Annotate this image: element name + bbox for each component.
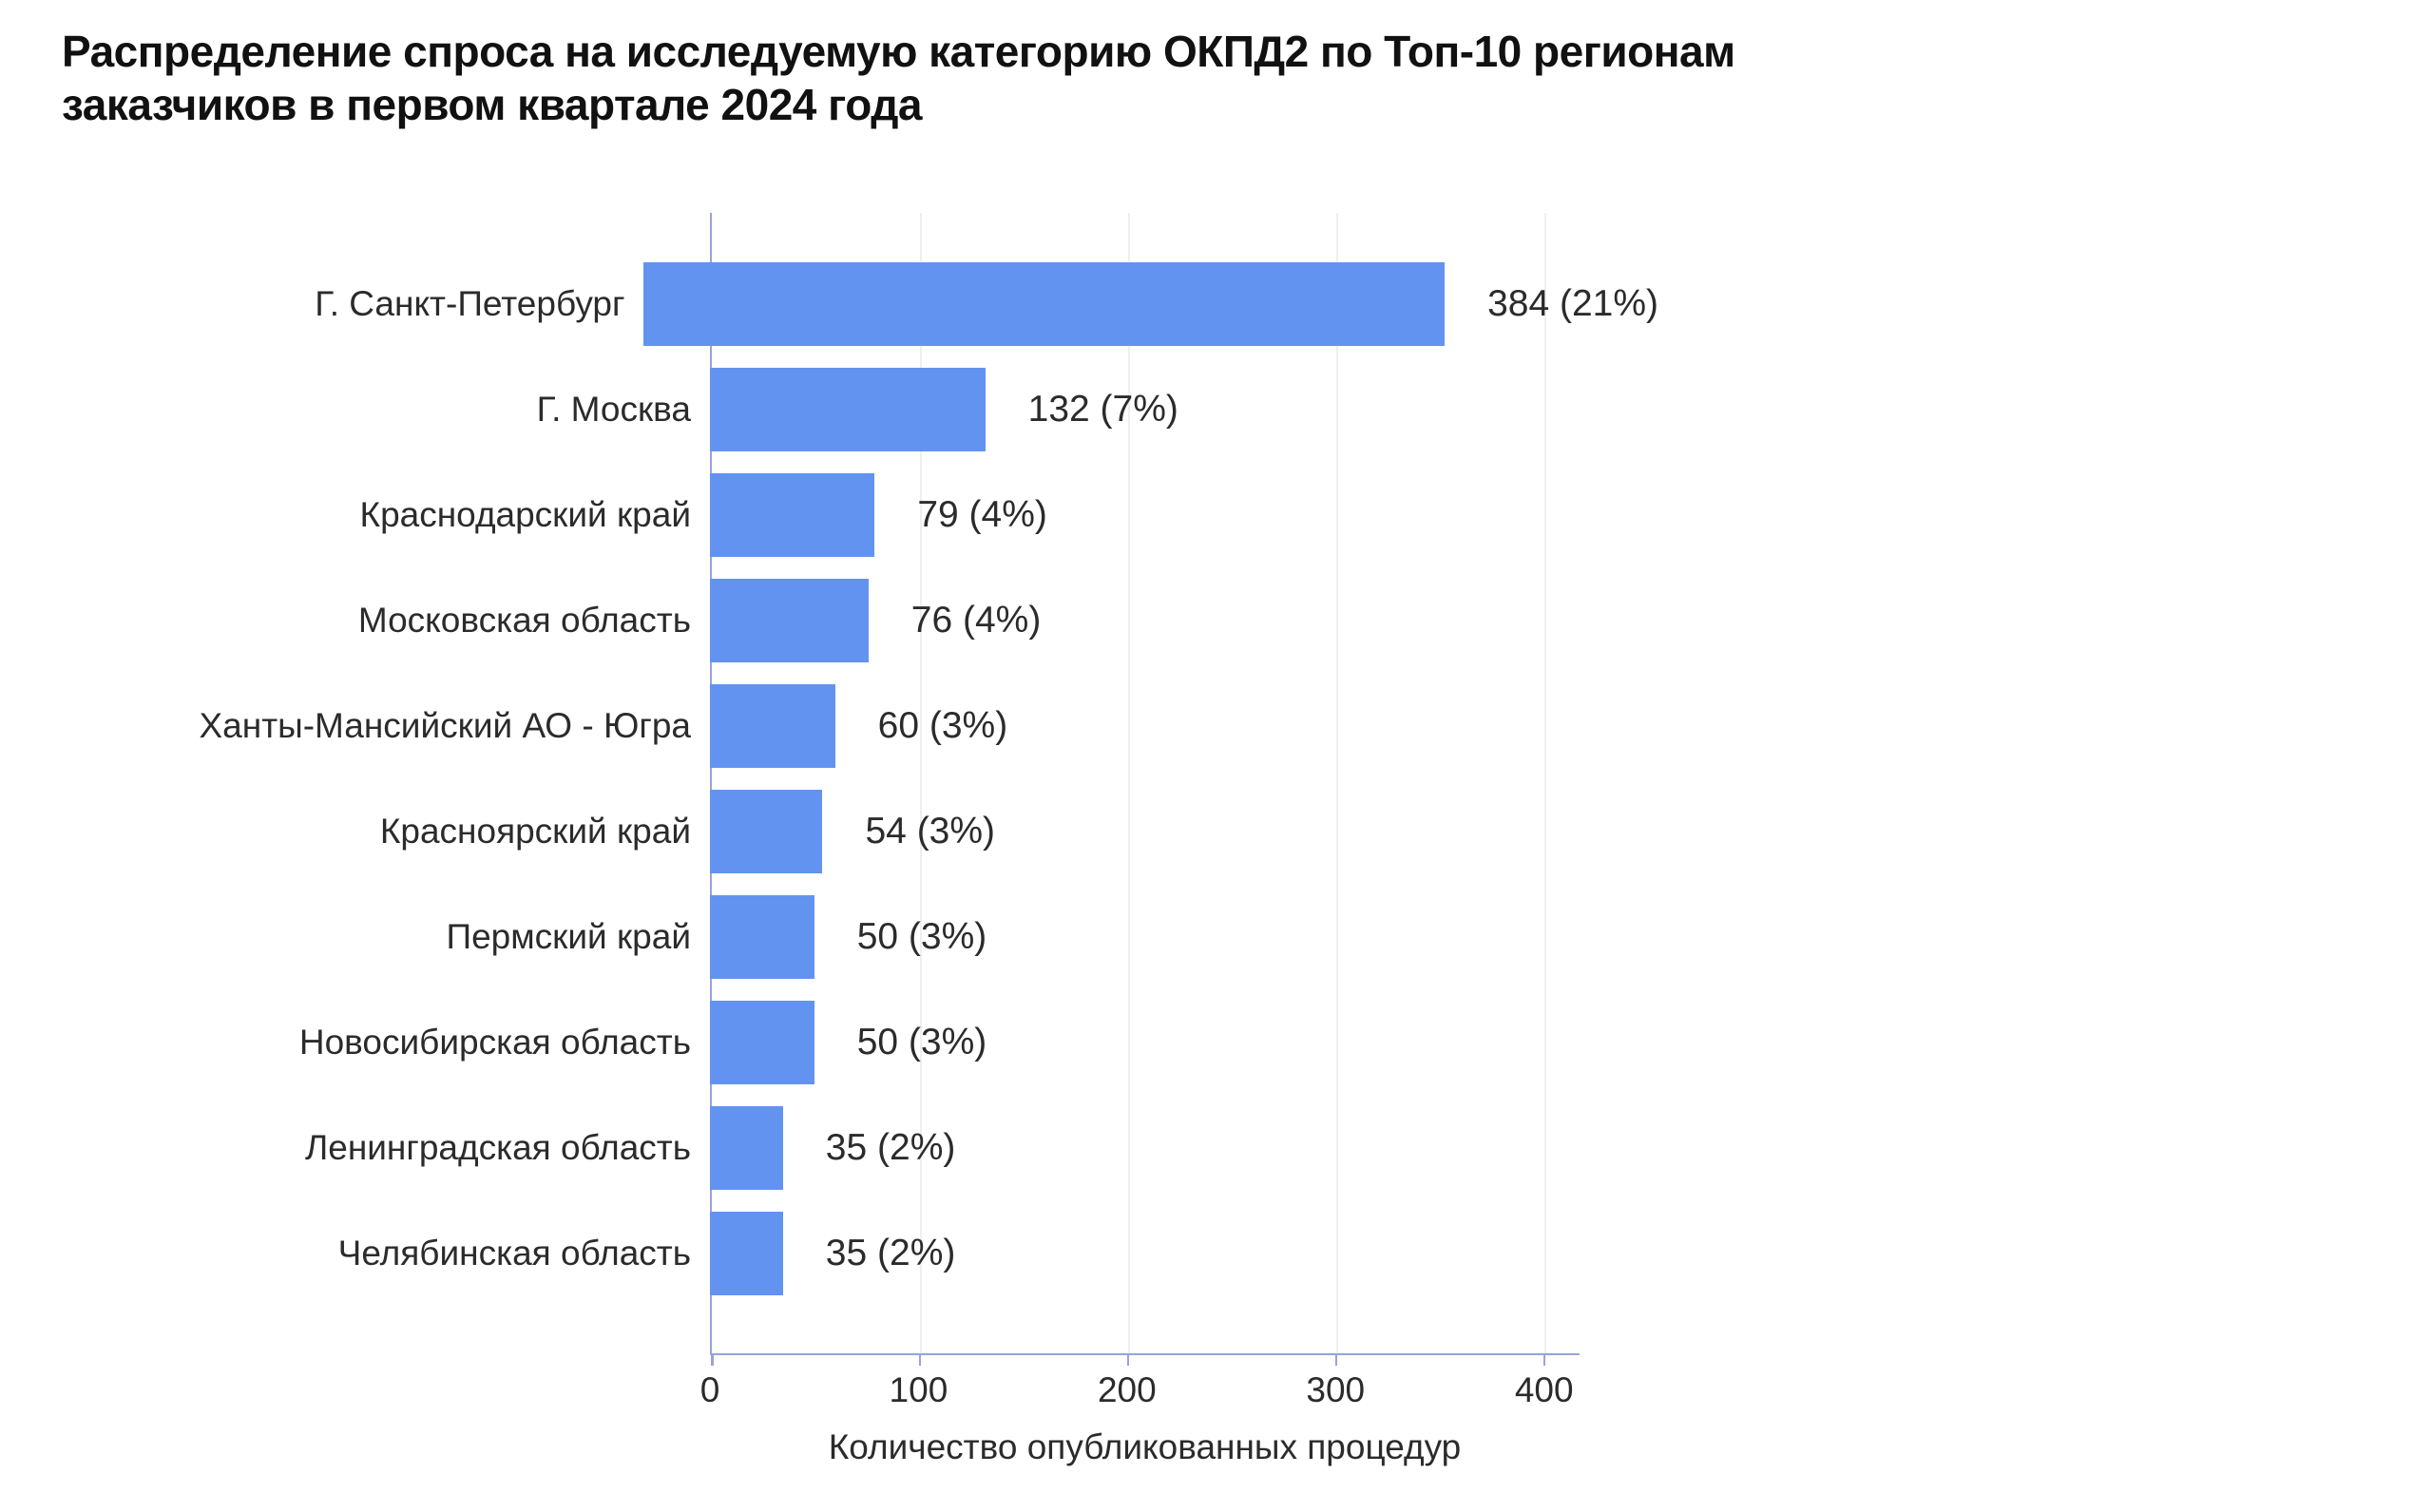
x-axis-tick-label-300: 300 bbox=[1306, 1370, 1366, 1410]
value-label: 60 (3%) bbox=[877, 704, 1008, 746]
chart-row: Ханты-Мансийский АО - Югра 60 (3%) bbox=[62, 673, 1658, 778]
category-label: Московская область bbox=[357, 600, 691, 640]
chart-row: Челябинская область 35 (2%) bbox=[62, 1200, 1658, 1306]
gridline-x-100 bbox=[919, 213, 922, 1354]
bar-zone: 35 (2%) bbox=[710, 1095, 1658, 1200]
chart-row: Пермский край 50 (3%) bbox=[62, 884, 1658, 989]
x-axis-tick-label-200: 200 bbox=[1097, 1370, 1157, 1410]
bar-chart: Г. Санкт-Петербург 384 (21%) Г. Москва 1… bbox=[62, 213, 1658, 1486]
bar bbox=[710, 1105, 783, 1190]
value-label: 54 (3%) bbox=[865, 810, 996, 852]
gridline-x-200 bbox=[1127, 213, 1130, 1354]
bar-zone: 79 (4%) bbox=[710, 462, 1658, 567]
bar bbox=[710, 1211, 783, 1295]
category-label: Пермский край bbox=[446, 916, 691, 956]
category-label: Г. Москва bbox=[536, 389, 691, 429]
category-label: Краснодарский край bbox=[359, 494, 691, 534]
x-axis-tick-label-400: 400 bbox=[1514, 1370, 1574, 1410]
bar bbox=[643, 261, 1446, 346]
x-axis-tick-100 bbox=[918, 1355, 922, 1367]
bar bbox=[710, 367, 986, 451]
bar bbox=[710, 683, 835, 768]
chart-row: Г. Москва 132 (7%) bbox=[62, 356, 1658, 462]
value-label: 50 (3%) bbox=[856, 1021, 987, 1062]
bar bbox=[710, 894, 814, 979]
bar-zone: 132 (7%) bbox=[710, 356, 1658, 462]
plot-area bbox=[710, 213, 1580, 1367]
x-axis-tick-label-100: 100 bbox=[889, 1370, 948, 1410]
bar-zone: 50 (3%) bbox=[710, 989, 1658, 1095]
chart-row: Г. Санкт-Петербург 384 (21%) bbox=[62, 251, 1658, 356]
x-axis-tick-400 bbox=[1542, 1355, 1546, 1367]
value-label: 132 (7%) bbox=[1027, 388, 1178, 430]
chart-row: Ленинградская область 35 (2%) bbox=[62, 1095, 1658, 1200]
value-label: 35 (2%) bbox=[825, 1126, 956, 1168]
category-label: Новосибирская область bbox=[298, 1022, 691, 1062]
bar-zone: 54 (3%) bbox=[710, 778, 1658, 884]
x-axis-tick-label-0: 0 bbox=[699, 1370, 720, 1410]
chart-row: Краснодарский край 79 (4%) bbox=[62, 462, 1658, 567]
bar bbox=[710, 789, 823, 873]
gridline-x-300 bbox=[1335, 213, 1338, 1354]
bar bbox=[710, 578, 869, 662]
bar-zone: 384 (21%) bbox=[643, 251, 1658, 356]
value-label: 79 (4%) bbox=[917, 493, 1047, 535]
x-axis-tick-200 bbox=[1126, 1355, 1130, 1367]
x-axis-title: Количество опубликованных процедур bbox=[828, 1427, 1462, 1467]
chart-row: Новосибирская область 50 (3%) bbox=[62, 989, 1658, 1095]
category-label: Красноярский край bbox=[379, 811, 691, 851]
category-label: Г. Санкт-Петербург bbox=[315, 283, 625, 323]
chart-row: Московская область 76 (4%) bbox=[62, 567, 1658, 673]
gridline-x-400 bbox=[1543, 213, 1546, 1354]
bar bbox=[710, 1000, 814, 1084]
bar bbox=[710, 472, 875, 557]
chart-title-line-1: Распределение спроса на исследуемую кате… bbox=[62, 27, 1735, 76]
x-axis-tick-300 bbox=[1334, 1355, 1338, 1367]
value-label: 76 (4%) bbox=[910, 599, 1042, 641]
value-label: 50 (3%) bbox=[856, 915, 987, 957]
category-label: Ханты-Мансийский АО - Югра bbox=[199, 705, 692, 745]
category-label: Челябинская область bbox=[337, 1233, 691, 1273]
bar-zone: 35 (2%) bbox=[710, 1200, 1658, 1306]
chart-title: Распределение спроса на исследуемую кате… bbox=[62, 25, 2433, 131]
x-axis-tick-labels: 0 100 200 300 400 bbox=[700, 1370, 1580, 1418]
bar-zone: 60 (3%) bbox=[710, 673, 1658, 778]
x-axis-tick-0 bbox=[711, 1355, 714, 1367]
bar-zone: 50 (3%) bbox=[710, 884, 1658, 989]
value-label: 35 (2%) bbox=[825, 1232, 956, 1273]
category-label: Ленинградская область bbox=[304, 1127, 691, 1167]
chart-title-line-2: заказчиков в первом квартале 2024 года bbox=[62, 80, 922, 130]
value-label: 384 (21%) bbox=[1487, 282, 1658, 324]
bar-rows: Г. Санкт-Петербург 384 (21%) Г. Москва 1… bbox=[62, 213, 1658, 1355]
chart-row: Красноярский край 54 (3%) bbox=[62, 778, 1658, 884]
bar-zone: 76 (4%) bbox=[710, 567, 1658, 673]
